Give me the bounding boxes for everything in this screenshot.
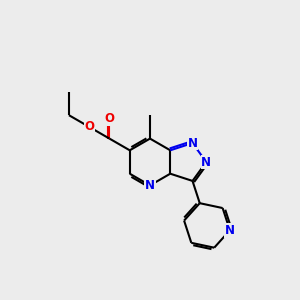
Text: N: N	[225, 224, 235, 237]
Text: N: N	[145, 179, 155, 192]
Text: N: N	[201, 155, 211, 169]
Text: O: O	[84, 120, 94, 134]
Text: N: N	[188, 136, 197, 150]
Text: O: O	[104, 112, 115, 125]
